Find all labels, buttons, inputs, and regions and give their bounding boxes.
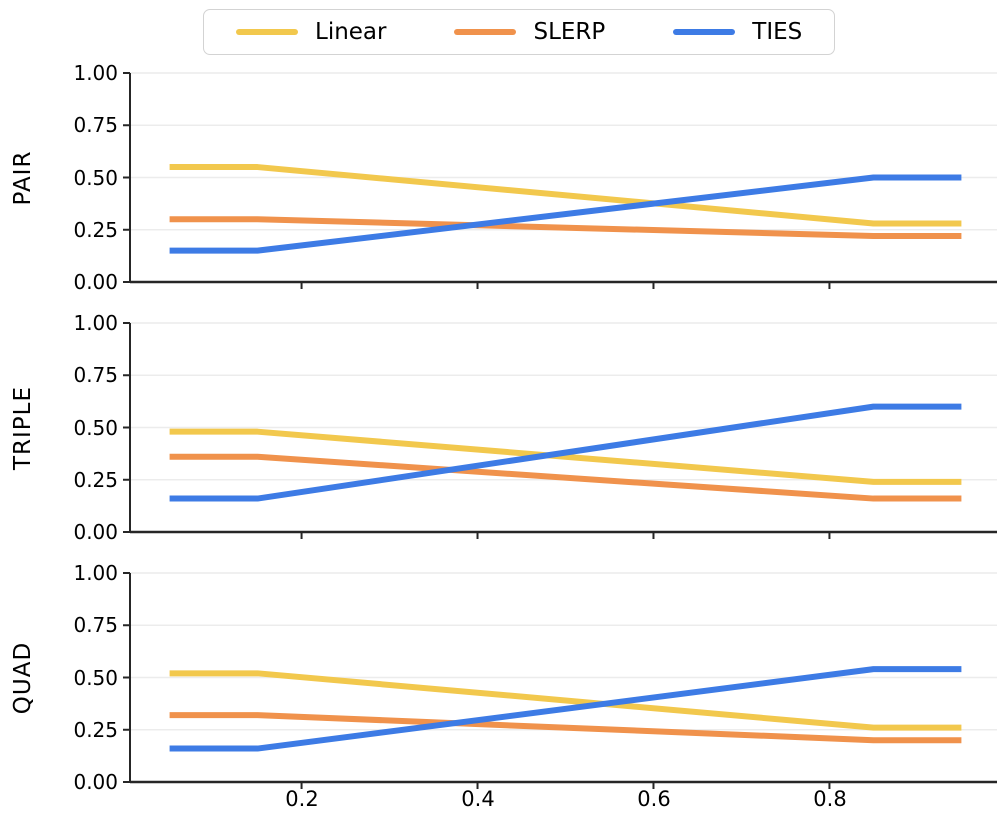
y-tick-label: 0.00 (73, 520, 118, 544)
y-tick-label: 1.00 (73, 311, 118, 335)
y-tick-label: 0.75 (73, 363, 118, 387)
plot-area-quad (123, 572, 997, 789)
legend-item-ties: TIES (673, 18, 803, 45)
legend-label-linear: Linear (315, 18, 387, 45)
line-slerp (169, 216, 962, 240)
plot-area-triple (123, 322, 997, 539)
subplot-pair: PAIR 1.00 0.75 0.50 0.25 0.00 (0, 61, 997, 294)
line-linear (169, 670, 962, 731)
line-linear (169, 164, 962, 227)
plot-svg (123, 572, 997, 789)
y-tick-label: 0.50 (73, 416, 118, 440)
x-tick-label: 0.6 (637, 787, 671, 811)
line-ties (169, 174, 962, 254)
subplot-triple: TRIPLE 1.00 0.75 0.50 0.25 0.00 (0, 311, 997, 544)
legend-item-slerp: SLERP (454, 18, 606, 45)
legend-item-linear: Linear (236, 18, 387, 45)
y-tick-label: 0.25 (73, 468, 118, 492)
y-tick-label: 1.00 (73, 561, 118, 585)
y-tick-label: 0.25 (73, 218, 118, 242)
line-ties (169, 666, 962, 752)
x-tick-label: 0.2 (285, 787, 319, 811)
y-tick-label: 0.50 (73, 666, 118, 690)
y-axis-tick-labels-pair: 1.00 0.75 0.50 0.25 0.00 (0, 61, 118, 294)
y-tick-label: 0.00 (73, 770, 118, 794)
x-tick-label: 0.8 (813, 787, 847, 811)
y-tick-label: 0.25 (73, 718, 118, 742)
x-tick-label: 0.4 (461, 787, 495, 811)
line-linear (169, 428, 962, 485)
y-tick-label: 0.00 (73, 270, 118, 294)
legend-label-slerp: SLERP (533, 18, 606, 45)
legend-swatch-ties (673, 29, 736, 35)
legend: Linear SLERP TIES (203, 9, 836, 55)
y-tick-label: 1.00 (73, 61, 118, 85)
legend-label-ties: TIES (752, 18, 803, 45)
x-axis-tick-labels: 0.2 0.4 0.6 0.8 (0, 787, 997, 817)
y-axis-tick-labels-triple: 1.00 0.75 0.50 0.25 0.00 (0, 311, 118, 544)
y-tick-label: 0.50 (73, 166, 118, 190)
line-slerp (169, 453, 962, 502)
subplot-quad: QUAD 1.00 0.75 0.50 0.25 0.00 (0, 561, 997, 794)
plot-area-pair (123, 72, 997, 289)
y-tick-label: 0.75 (73, 613, 118, 637)
plot-svg (123, 72, 997, 289)
plot-svg (123, 322, 997, 539)
y-axis-tick-labels-quad: 1.00 0.75 0.50 0.25 0.00 (0, 561, 118, 794)
y-tick-label: 0.75 (73, 113, 118, 137)
legend-swatch-linear (236, 29, 298, 35)
line-slerp (169, 712, 962, 744)
line-ties (169, 403, 962, 502)
legend-swatch-slerp (454, 29, 517, 35)
